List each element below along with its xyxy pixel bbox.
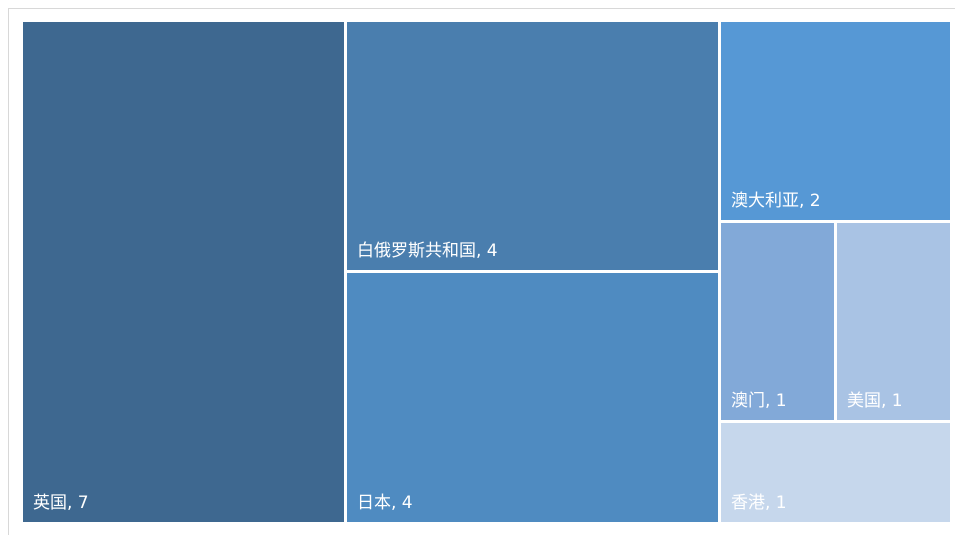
treemap-rect[interactable] [721,223,834,420]
treemap-label: 香港, 1 [731,493,787,513]
chart-frame [8,8,955,535]
treemap-rect[interactable] [837,223,950,420]
treemap-label: 英国, 7 [33,493,89,513]
treemap-tile-澳门[interactable]: 澳门, 1 [721,223,834,420]
treemap-label: 白俄罗斯共和国, 4 [357,241,498,261]
treemap-tile-日本[interactable]: 日本, 4 [347,273,718,522]
treemap-tile-英国[interactable]: 英国, 7 [23,22,344,522]
treemap-tile-澳大利亚[interactable]: 澳大利亚, 2 [721,22,950,220]
treemap-rect[interactable] [23,22,344,522]
treemap-rect[interactable] [721,423,950,522]
treemap-rect[interactable] [347,22,718,270]
treemap-label: 澳门, 1 [731,391,787,411]
treemap-label: 澳大利亚, 2 [731,191,821,211]
treemap-tile-香港[interactable]: 香港, 1 [721,423,950,522]
treemap-rect[interactable] [347,273,718,522]
treemap-rect[interactable] [721,22,950,220]
treemap-tile-白俄罗斯共和国[interactable]: 白俄罗斯共和国, 4 [347,22,718,270]
treemap-label: 日本, 4 [357,493,413,513]
treemap-tile-美国[interactable]: 美国, 1 [837,223,950,420]
treemap-label: 美国, 1 [847,391,903,411]
